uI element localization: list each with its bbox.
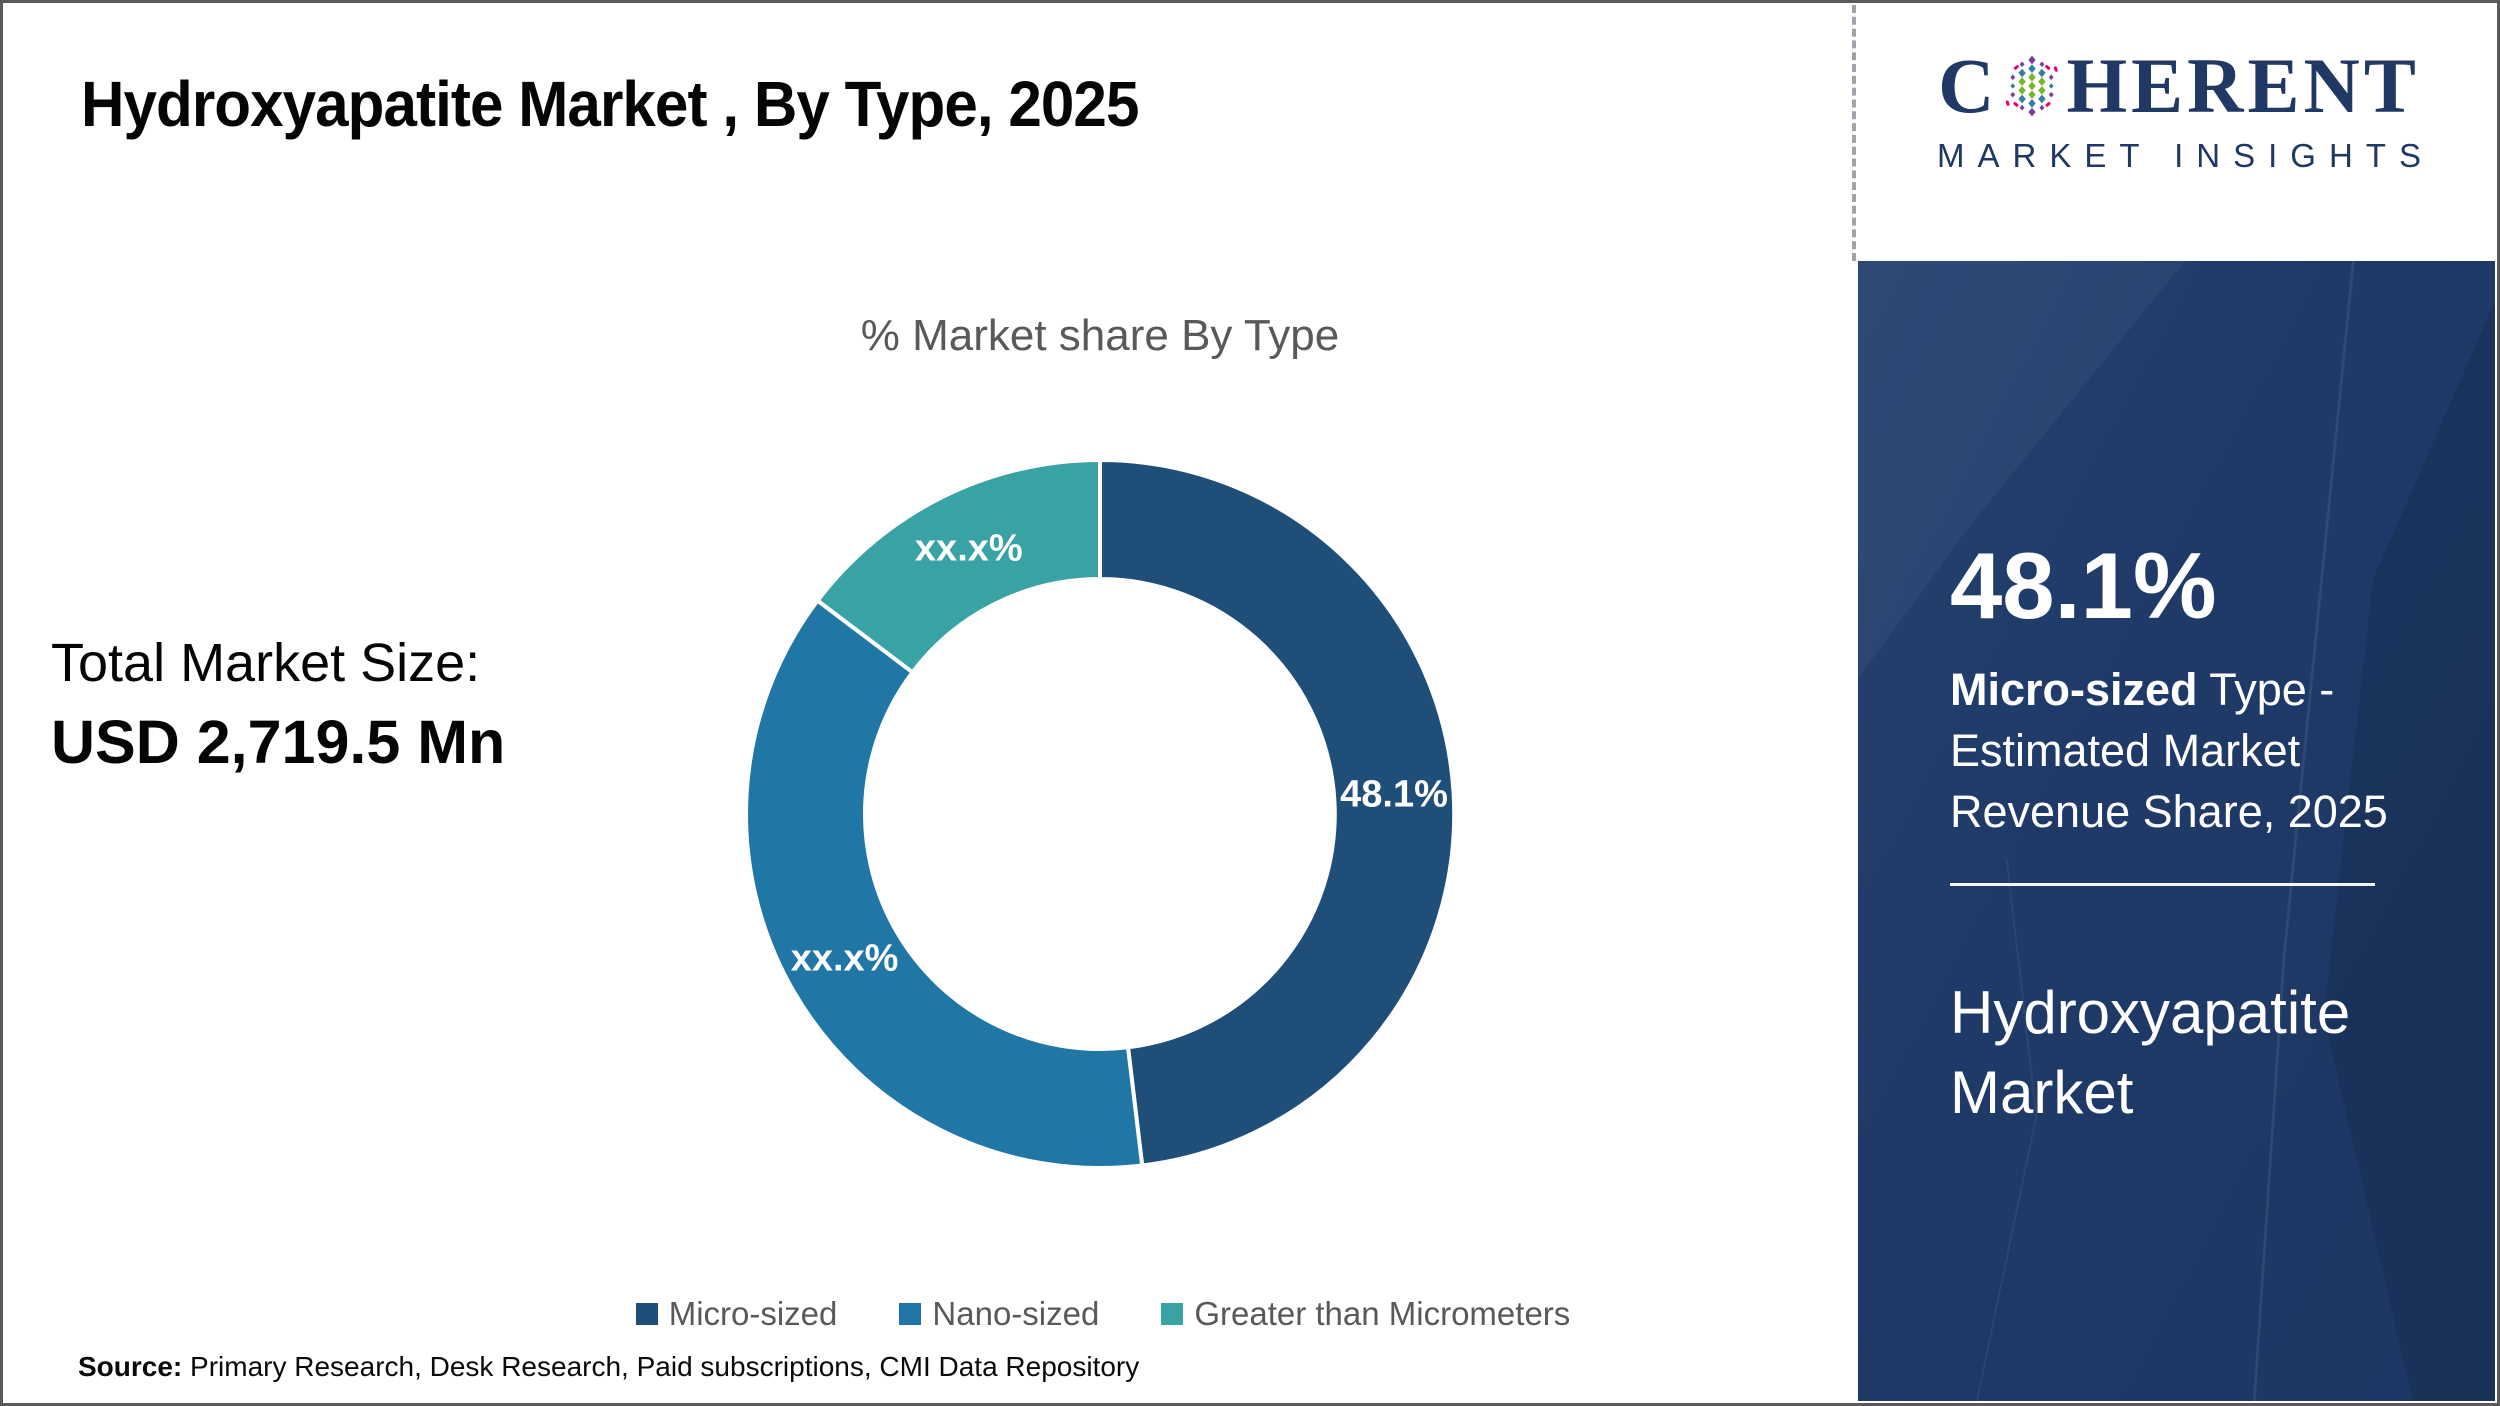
donut-label-nano-sized: xx.x%	[791, 938, 899, 980]
page-title: Hydroxyapatite Market , By Type, 2025	[81, 68, 1139, 140]
legend-swatch-nano-sized	[899, 1303, 922, 1325]
coherent-globe-icon	[2006, 55, 2059, 117]
total-market-size-block: Total Market Size: USD 2,719.5 Mn	[51, 629, 505, 777]
legend-label-greater-than-micrometers: Greater than Micrometers	[1194, 1295, 1571, 1332]
sidebar: 48.1% Micro-sized Type - Estimated Marke…	[1858, 261, 2495, 1401]
sidebar-map-texture	[1858, 261, 2495, 1401]
dashed-separator	[1852, 5, 1856, 261]
source-text: Primary Research, Desk Research, Paid su…	[182, 1351, 1140, 1382]
legend-label-nano-sized: Nano-sized	[932, 1295, 1100, 1332]
sidebar-stat-highlight: Micro-sized	[1950, 664, 2198, 715]
sidebar-stat-rest: Type - Estimated Market Revenue Share, 2…	[1950, 664, 2388, 837]
donut-segment-micro-sized	[1098, 458, 1457, 1168]
donut-segment-greater-than-micrometers	[815, 458, 1102, 675]
coherent-logo: C	[1863, 43, 2495, 175]
logo-text-rest: HERENT	[2066, 42, 2420, 129]
donut-label-greater-than-micrometers: xx.x%	[915, 527, 1023, 569]
sidebar-market-title: Hydroxyapatite Market	[1950, 979, 2351, 1126]
total-market-size-label: Total Market Size:	[51, 633, 481, 693]
legend-item-greater-than-micrometers: Greater than Micrometers	[1161, 1295, 1570, 1333]
donut-label-micro-sized: 48.1%	[1340, 773, 1448, 815]
total-market-size-value: USD 2,719.5 Mn	[51, 708, 506, 776]
legend-swatch-micro-sized	[635, 1303, 658, 1325]
sidebar-stat-value: 48.1%	[1950, 533, 2217, 638]
legend-swatch-greater-than-micrometers	[1161, 1303, 1184, 1325]
sidebar-divider	[1950, 883, 2375, 886]
legend-item-nano-sized: Nano-sized	[899, 1295, 1099, 1333]
donut-chart-container: 48.1% xx.x% xx.x%	[720, 434, 1480, 1194]
sidebar-stat-description: Micro-sized Type - Estimated Market Reve…	[1950, 659, 2420, 842]
logo-wordmark: C	[1863, 43, 2495, 129]
logo-text-c: C	[1938, 42, 1999, 129]
donut-chart: 48.1% xx.x% xx.x%	[744, 458, 1457, 1170]
legend-label-micro-sized: Micro-sized	[668, 1295, 838, 1332]
logo-subtitle: MARKET INSIGHTS	[1937, 137, 2434, 174]
legend-item-micro-sized: Micro-sized	[635, 1295, 838, 1333]
chart-title: % Market share By Type	[860, 311, 1340, 360]
source-line: Source: Primary Research, Desk Research,…	[78, 1351, 1139, 1383]
donut-segment-nano-sized	[744, 598, 1145, 1170]
source-label: Source:	[78, 1351, 183, 1382]
chart-legend: Micro-sized Nano-sized Greater than Microm…	[203, 1295, 2003, 1333]
